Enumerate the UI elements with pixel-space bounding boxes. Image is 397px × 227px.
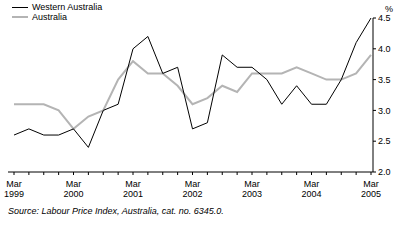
- svg-text:Mar2000: Mar2000: [63, 179, 83, 199]
- svg-text:Mar1999: Mar1999: [4, 179, 24, 199]
- svg-text:4.0: 4.0: [378, 44, 391, 54]
- svg-text:2.5: 2.5: [378, 136, 391, 146]
- svg-text:2.0: 2.0: [378, 167, 391, 177]
- svg-text:Mar2002: Mar2002: [182, 179, 202, 199]
- svg-text:Mar2005: Mar2005: [361, 179, 381, 199]
- html-text:Source: Labour Price Index, Au: Source: Labour Price Index, Australia, c…: [8, 206, 224, 216]
- svg-text:4.5: 4.5: [378, 13, 391, 23]
- svg-text:3.0: 3.0: [378, 106, 391, 116]
- svg-text:3.5: 3.5: [378, 75, 391, 85]
- svg-text:Mar2003: Mar2003: [242, 179, 262, 199]
- svg-text:Mar2004: Mar2004: [301, 179, 321, 199]
- html-text:Western Australia: Western Australia: [32, 2, 103, 12]
- html-text:Australia: Australia: [32, 12, 67, 22]
- svg-text:Mar2001: Mar2001: [123, 179, 143, 199]
